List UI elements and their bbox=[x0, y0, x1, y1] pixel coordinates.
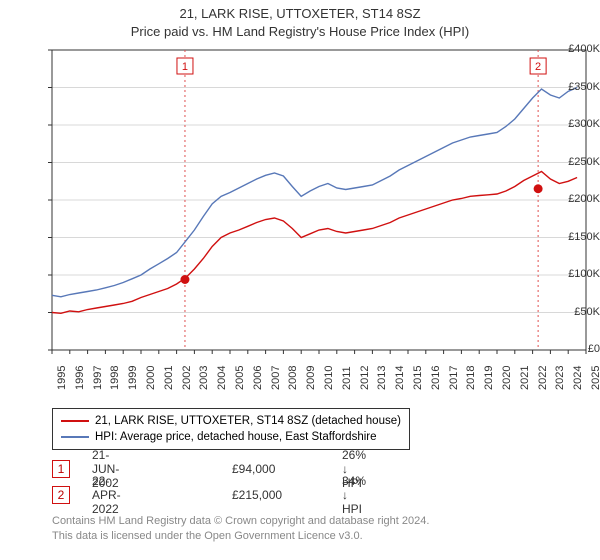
x-tick-label: 2021 bbox=[519, 366, 531, 390]
footer-line1: Contains HM Land Registry data © Crown c… bbox=[52, 514, 429, 529]
legend-label: HPI: Average price, detached house, East… bbox=[95, 431, 377, 443]
legend-row: 21, LARK RISE, UTTOXETER, ST14 8SZ (deta… bbox=[61, 413, 401, 429]
x-tick-label: 2007 bbox=[270, 366, 282, 390]
sale-marker-box: 1 bbox=[52, 460, 70, 478]
x-tick-label: 2014 bbox=[394, 366, 406, 390]
y-tick-label: £400K bbox=[554, 43, 600, 55]
legend-swatch bbox=[61, 436, 89, 438]
licence-footer: Contains HM Land Registry data © Crown c… bbox=[52, 514, 429, 544]
x-tick-label: 2012 bbox=[359, 366, 371, 390]
legend-label: 21, LARK RISE, UTTOXETER, ST14 8SZ (deta… bbox=[95, 415, 401, 427]
y-tick-label: £50K bbox=[554, 306, 600, 318]
x-tick-label: 2013 bbox=[376, 366, 388, 390]
y-tick-label: £0 bbox=[554, 343, 600, 355]
x-tick-label: 2010 bbox=[323, 366, 335, 390]
x-tick-label: 2024 bbox=[572, 366, 584, 390]
x-tick-label: 2025 bbox=[590, 366, 600, 390]
sale-row: 222-APR-2022£215,00034% ↓ HPI bbox=[52, 482, 84, 508]
sale-cell: £94,000 bbox=[232, 462, 275, 476]
x-tick-label: 2018 bbox=[465, 366, 477, 390]
legend-row: HPI: Average price, detached house, East… bbox=[61, 429, 401, 445]
svg-text:1: 1 bbox=[182, 61, 188, 73]
x-tick-label: 2017 bbox=[448, 366, 460, 390]
y-tick-label: £250K bbox=[554, 156, 600, 168]
legend: 21, LARK RISE, UTTOXETER, ST14 8SZ (deta… bbox=[52, 408, 410, 450]
x-tick-label: 2019 bbox=[483, 366, 495, 390]
footer-line2: This data is licensed under the Open Gov… bbox=[52, 529, 429, 544]
price-chart: 12 bbox=[0, 0, 600, 410]
x-tick-label: 2006 bbox=[252, 366, 264, 390]
x-tick-label: 1998 bbox=[109, 366, 121, 390]
x-tick-label: 2002 bbox=[181, 366, 193, 390]
x-tick-label: 2015 bbox=[412, 366, 424, 390]
y-tick-label: £200K bbox=[554, 193, 600, 205]
x-tick-label: 2022 bbox=[537, 366, 549, 390]
y-tick-label: £150K bbox=[554, 231, 600, 243]
sale-cell: £215,000 bbox=[232, 488, 282, 502]
x-tick-label: 1997 bbox=[92, 366, 104, 390]
svg-text:2: 2 bbox=[535, 61, 541, 73]
x-tick-label: 1996 bbox=[74, 366, 86, 390]
x-tick-label: 1999 bbox=[127, 366, 139, 390]
x-tick-label: 1995 bbox=[56, 366, 68, 390]
x-tick-label: 2020 bbox=[501, 366, 513, 390]
x-tick-label: 2009 bbox=[305, 366, 317, 390]
y-tick-label: £350K bbox=[554, 81, 600, 93]
sale-marker-box: 2 bbox=[52, 486, 70, 504]
x-tick-label: 2000 bbox=[145, 366, 157, 390]
x-tick-label: 2008 bbox=[287, 366, 299, 390]
y-tick-label: £300K bbox=[554, 118, 600, 130]
x-tick-label: 2001 bbox=[163, 366, 175, 390]
sale-cell: 34% ↓ HPI bbox=[342, 474, 366, 516]
x-tick-label: 2003 bbox=[198, 366, 210, 390]
legend-swatch bbox=[61, 420, 89, 422]
x-tick-label: 2011 bbox=[341, 366, 353, 390]
y-tick-label: £100K bbox=[554, 268, 600, 280]
x-tick-label: 2016 bbox=[430, 366, 442, 390]
x-tick-label: 2023 bbox=[554, 366, 566, 390]
sale-cell: 22-APR-2022 bbox=[92, 474, 121, 516]
sale-row: 121-JUN-2002£94,00026% ↓ HPI bbox=[52, 456, 84, 482]
x-tick-label: 2005 bbox=[234, 366, 246, 390]
x-tick-label: 2004 bbox=[216, 366, 228, 390]
